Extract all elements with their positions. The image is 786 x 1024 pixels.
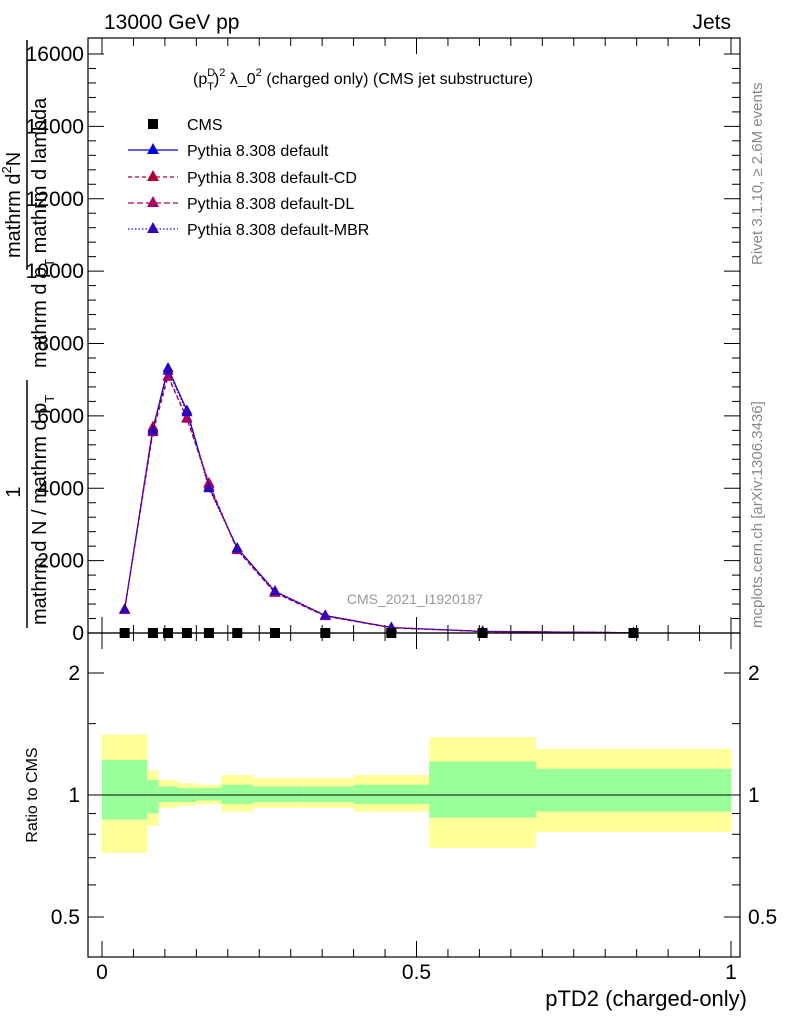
ratio-tick-label: 0.5 xyxy=(51,906,80,929)
ylabel-num2-rest: N xyxy=(3,152,25,166)
title-rest: (charged only) (CMS jet substructure) xyxy=(262,71,533,88)
analysis-watermark: CMS_2021_I1920187 xyxy=(347,591,483,607)
legend-label-cms: CMS xyxy=(187,117,223,134)
ratio-tick-label: 2 xyxy=(68,662,80,685)
ratio-band-inner xyxy=(196,788,222,801)
legend-marker-mbr xyxy=(147,222,159,233)
ratio-tick-label-right: 1 xyxy=(748,784,760,807)
ylabel-den: mathrm d N / mathrm d pT xyxy=(29,395,57,625)
series-marker-mbr xyxy=(269,585,281,596)
ratio-band-inner xyxy=(158,786,178,803)
ratio-panel: 0 0.5 1 0.5 0.5 1 1 2 2 xyxy=(51,632,777,984)
series-marker-mbr xyxy=(181,406,193,417)
y-tick-label: 6000 xyxy=(37,405,84,428)
x-axis-label: pTD2 (charged-only) xyxy=(545,986,747,1011)
legend-label-dl: Pythia 8.308 default-DL xyxy=(187,196,354,213)
series-marker-mbr xyxy=(147,424,159,435)
main-ylabel: 1 mathrm d N / mathrm d pT mathrm d2N ma… xyxy=(0,40,57,628)
ratio-tick-label-right: 2 xyxy=(748,662,760,685)
ylabel-den2-sub: T xyxy=(42,259,57,267)
y-tick-label: 0 xyxy=(72,622,84,645)
title-sup-2: 2 xyxy=(219,67,225,79)
y-tick-label: 14000 xyxy=(26,115,84,138)
series-marker-mbr xyxy=(162,364,174,375)
ylabel-den-sub: T xyxy=(42,395,57,403)
mcplots-label: mcplots.cern.ch [arXiv:1306.3436] xyxy=(749,401,766,628)
x-tick-label: 0 xyxy=(96,961,108,984)
ratio-band-inner xyxy=(102,760,148,820)
ylabel-den2-rest: mathrm d lambda xyxy=(29,97,51,259)
y-tick-label: 12000 xyxy=(26,188,84,211)
series-marker-mbr xyxy=(231,542,243,553)
ratio-band-inner xyxy=(221,784,253,805)
ratio-band-inner xyxy=(147,779,159,814)
rivet-label: Rivet 3.1.10, ≥ 2.6M events xyxy=(749,83,766,266)
series-line-cd xyxy=(124,374,634,634)
y-tick-label: 2000 xyxy=(37,550,84,573)
header-right: Jets xyxy=(692,11,731,34)
x-tick-label: 0.5 xyxy=(402,961,431,984)
plot-title: (pD T)2 λ_02 (charged only) (CMS jet subs… xyxy=(193,67,533,93)
series-marker-mbr xyxy=(319,609,331,620)
series-line-dl xyxy=(124,375,634,634)
ylabel-den2-text: mathrm d p xyxy=(29,267,51,368)
series-marker-mbr xyxy=(203,482,215,493)
ratio-band-inner xyxy=(252,786,304,803)
x-tick-label: 1 xyxy=(725,961,737,984)
ylabel-one: 1 xyxy=(3,486,25,497)
y-tick-label: 8000 xyxy=(37,333,84,356)
title-p: (p xyxy=(193,71,207,88)
legend-marker-default xyxy=(147,143,159,154)
legend-marker-dl xyxy=(147,196,159,207)
legend-label-cd: Pythia 8.308 default-CD xyxy=(187,170,357,187)
ylabel-num2-sup: 2 xyxy=(0,166,14,173)
legend-marker-cd xyxy=(147,170,159,181)
y-tick-label: 10000 xyxy=(26,260,84,283)
title-sub-t: T xyxy=(207,81,214,93)
ratio-band-inner xyxy=(303,786,354,803)
y-tick-label: 16000 xyxy=(26,43,84,66)
title-sup-2b: 2 xyxy=(256,67,262,79)
legend: CMS Pythia 8.308 default Pythia 8.308 de… xyxy=(128,117,369,239)
title-lambda: λ_0 xyxy=(225,71,255,88)
ratio-ylabel: Ratio to CMS xyxy=(24,747,41,842)
ratio-tick-label: 1 xyxy=(68,784,80,807)
ratio-band-inner xyxy=(536,768,731,812)
series-marker-dl xyxy=(162,370,174,381)
legend-marker-cms xyxy=(148,119,158,129)
main-panel: 0 2000 4000 6000 8000 10000 12000 14000 16000 xyxy=(26,37,741,645)
ylabel-den2: mathrm d pT mathrm d lambda xyxy=(29,97,57,368)
title-close: ) xyxy=(214,71,219,88)
header-left: 13000 GeV pp xyxy=(104,11,239,34)
ylabel-num2: mathrm d2N xyxy=(0,152,25,258)
ratio-band-inner xyxy=(429,761,537,818)
ylabel-den-text: mathrm d N / mathrm d p xyxy=(29,403,51,625)
series-marker-mbr xyxy=(119,603,131,614)
legend-label-mbr: Pythia 8.308 default-MBR xyxy=(187,222,369,239)
ratio-band-inner xyxy=(353,784,430,805)
ylabel-num2-text: mathrm d xyxy=(3,174,25,258)
ratio-tick-label-right: 0.5 xyxy=(748,906,777,929)
legend-label-default: Pythia 8.308 default xyxy=(187,143,329,160)
main-frame xyxy=(87,37,741,634)
y-tick-label: 4000 xyxy=(37,477,84,500)
series-line-mbr xyxy=(124,368,634,634)
title-sup-d: D xyxy=(207,67,215,79)
series-marker-dl xyxy=(181,412,193,423)
